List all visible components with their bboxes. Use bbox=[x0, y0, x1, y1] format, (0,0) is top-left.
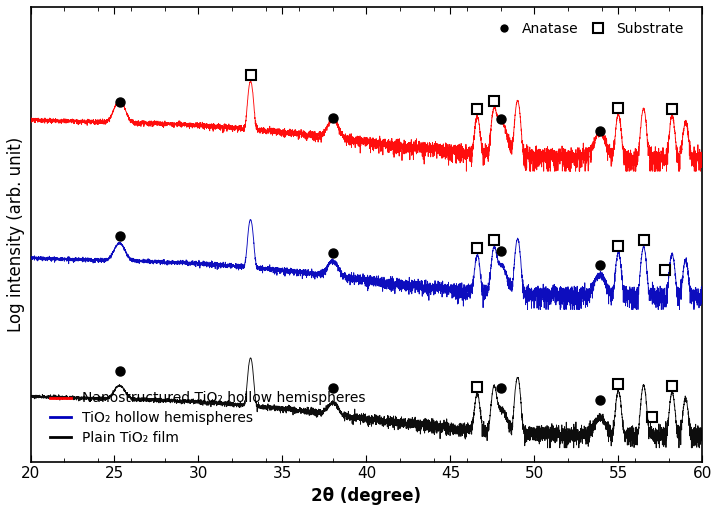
Legend: Anatase, Substrate: Anatase, Substrate bbox=[484, 16, 689, 41]
X-axis label: 2θ (degree): 2θ (degree) bbox=[311, 487, 421, 505]
Y-axis label: Log intensity (arb. unit): Log intensity (arb. unit) bbox=[7, 137, 25, 332]
